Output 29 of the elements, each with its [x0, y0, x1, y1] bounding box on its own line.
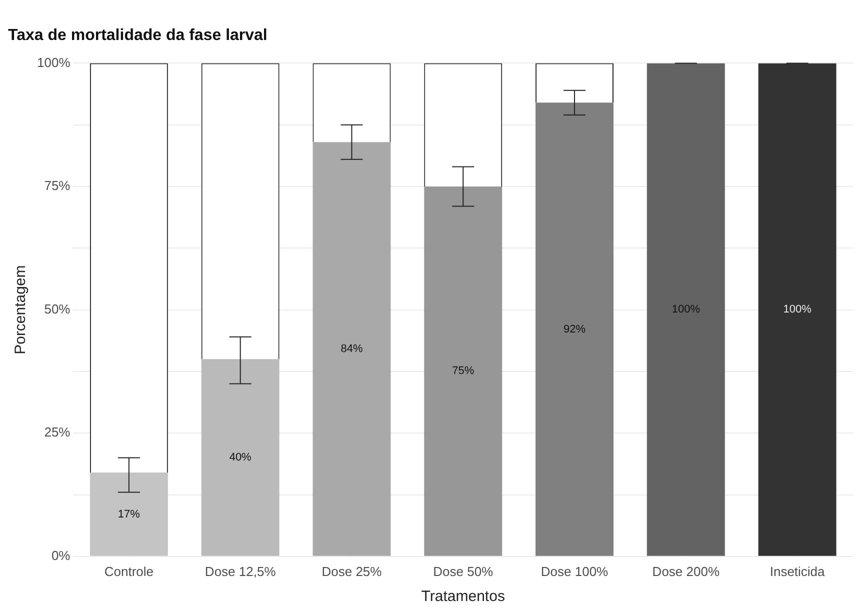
- data-label: 84%: [340, 343, 363, 356]
- bar: [536, 102, 614, 556]
- bar: [201, 359, 280, 556]
- y-axis-title: Porcentagem: [12, 265, 30, 354]
- bar: [312, 142, 391, 556]
- x-tick-label: Dose 25%: [322, 564, 382, 579]
- x-tick-label: Controle: [104, 564, 154, 579]
- y-tick-label: 75%: [44, 178, 71, 194]
- data-label: 40%: [229, 452, 252, 464]
- data-label: 100%: [672, 304, 700, 316]
- x-tick-label: Inseticida: [770, 564, 826, 579]
- x-tick-label: Dose 100%: [540, 564, 609, 579]
- x-tick-label: Dose 50%: [433, 564, 494, 579]
- bar: [646, 63, 725, 556]
- x-axis-title: Tratamentos: [421, 588, 505, 606]
- x-tick-label: Dose 200%: [652, 564, 720, 579]
- bar: [90, 472, 168, 556]
- data-label: 17%: [118, 508, 140, 520]
- x-tick-label: Dose 12,5%: [204, 564, 276, 579]
- y-tick-label: 25%: [44, 424, 71, 440]
- y-tick-label: 100%: [37, 54, 71, 70]
- bar: [424, 186, 502, 556]
- data-label: 75%: [452, 365, 474, 378]
- chart-title: Taxa de mortalidade da fase larval: [8, 27, 268, 44]
- data-label: 92%: [564, 323, 586, 336]
- data-label: 100%: [783, 304, 812, 316]
- y-tick-label: 0%: [51, 548, 71, 563]
- y-tick-label: 50%: [44, 301, 71, 316]
- bar: [758, 63, 836, 556]
